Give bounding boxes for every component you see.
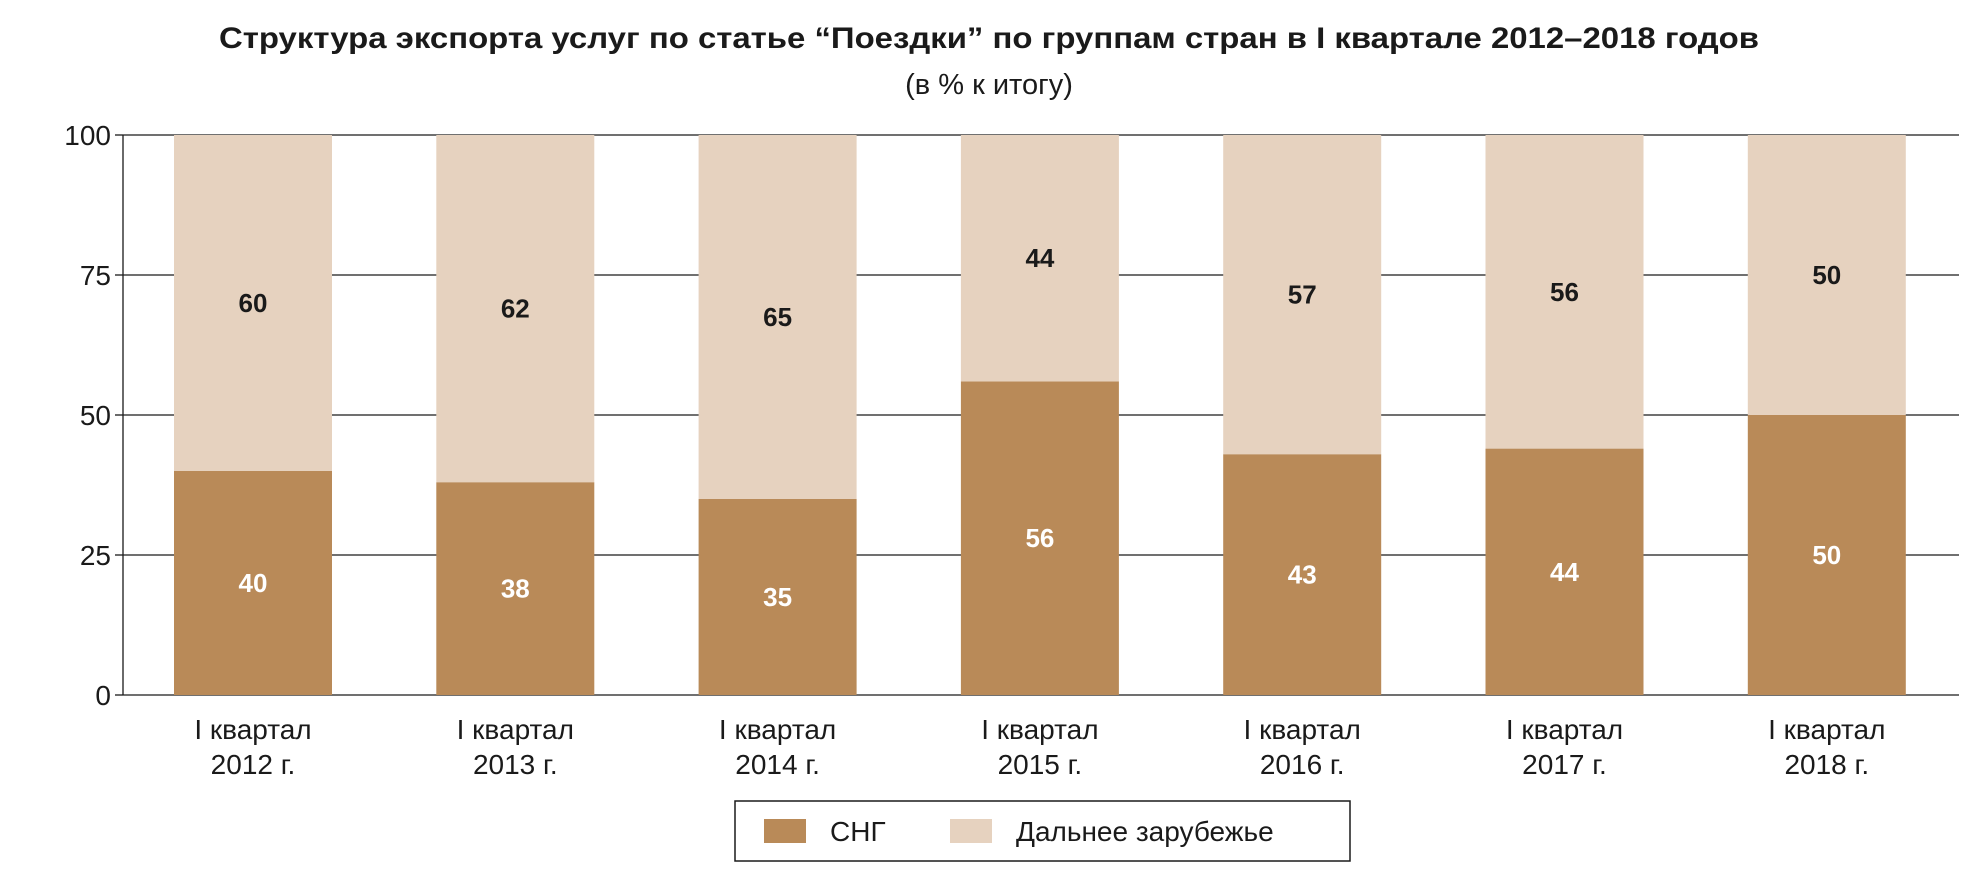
x-tick-label: I квартал (194, 714, 311, 745)
data-label: 44 (1025, 243, 1054, 273)
x-tick-label: 2013 г. (473, 749, 558, 780)
data-label: 43 (1288, 560, 1317, 590)
x-tick-label: I квартал (457, 714, 574, 745)
x-tick-label: 2015 г. (998, 749, 1083, 780)
data-label: 35 (763, 582, 792, 612)
data-label: 60 (239, 288, 268, 318)
bar-segment-cis (1223, 454, 1382, 695)
x-tick-label: 2016 г. (1260, 749, 1345, 780)
bar-segment-cis (960, 381, 1119, 695)
bar-segment-far-abroad (436, 135, 595, 483)
legend-label: СНГ (830, 816, 886, 847)
data-label: 38 (501, 574, 530, 604)
legend-label: Дальнее зарубежье (1016, 816, 1274, 847)
bar-segment-far-abroad (174, 135, 332, 471)
chart-title: Структура экспорта услуг по статье “Поез… (219, 22, 1759, 55)
bar-segment-far-abroad (1223, 135, 1382, 455)
bar-segment-cis (436, 482, 595, 695)
legend-box (734, 800, 1351, 862)
y-tick-label: 50 (80, 400, 111, 431)
data-label: 56 (1025, 523, 1054, 553)
data-label: 50 (1812, 540, 1841, 570)
data-label: 65 (763, 302, 792, 332)
y-tick-label: 100 (64, 120, 111, 151)
bar-segment-far-abroad (960, 135, 1119, 382)
y-tick-label: 25 (80, 540, 111, 571)
bar-segment-far-abroad (698, 135, 857, 499)
x-tick-label: 2014 г. (735, 749, 820, 780)
x-tick-label: I квартал (981, 714, 1098, 745)
bar-segment-cis (698, 499, 857, 695)
x-tick-label: I квартал (1506, 714, 1623, 745)
data-label: 62 (501, 294, 530, 324)
bar-segment-cis (1485, 448, 1644, 695)
data-label: 56 (1550, 277, 1579, 307)
chart-subtitle: (в % к итогу) (905, 69, 1073, 101)
bar-segment-far-abroad (1485, 135, 1644, 449)
y-tick-label: 75 (80, 260, 111, 291)
bar-segment-cis (174, 471, 332, 695)
x-tick-label: I квартал (1768, 714, 1885, 745)
x-tick-label: I квартал (1244, 714, 1361, 745)
x-tick-label: 2017 г. (1522, 749, 1607, 780)
legend: СНГ Дальнее зарубежье (734, 800, 1351, 862)
legend-swatch (950, 819, 992, 843)
data-label: 57 (1288, 280, 1317, 310)
bar-segment-cis (1747, 415, 1906, 695)
y-tick-label: 0 (95, 680, 111, 711)
x-tick-label: I квартал (719, 714, 836, 745)
bar-segment-far-abroad (1747, 135, 1906, 415)
data-label: 40 (239, 568, 268, 598)
x-tick-label: 2018 г. (1784, 749, 1869, 780)
data-label: 44 (1550, 557, 1579, 587)
x-tick-label: 2012 г. (211, 749, 296, 780)
legend-swatch (764, 819, 806, 843)
data-label: 50 (1812, 260, 1841, 290)
